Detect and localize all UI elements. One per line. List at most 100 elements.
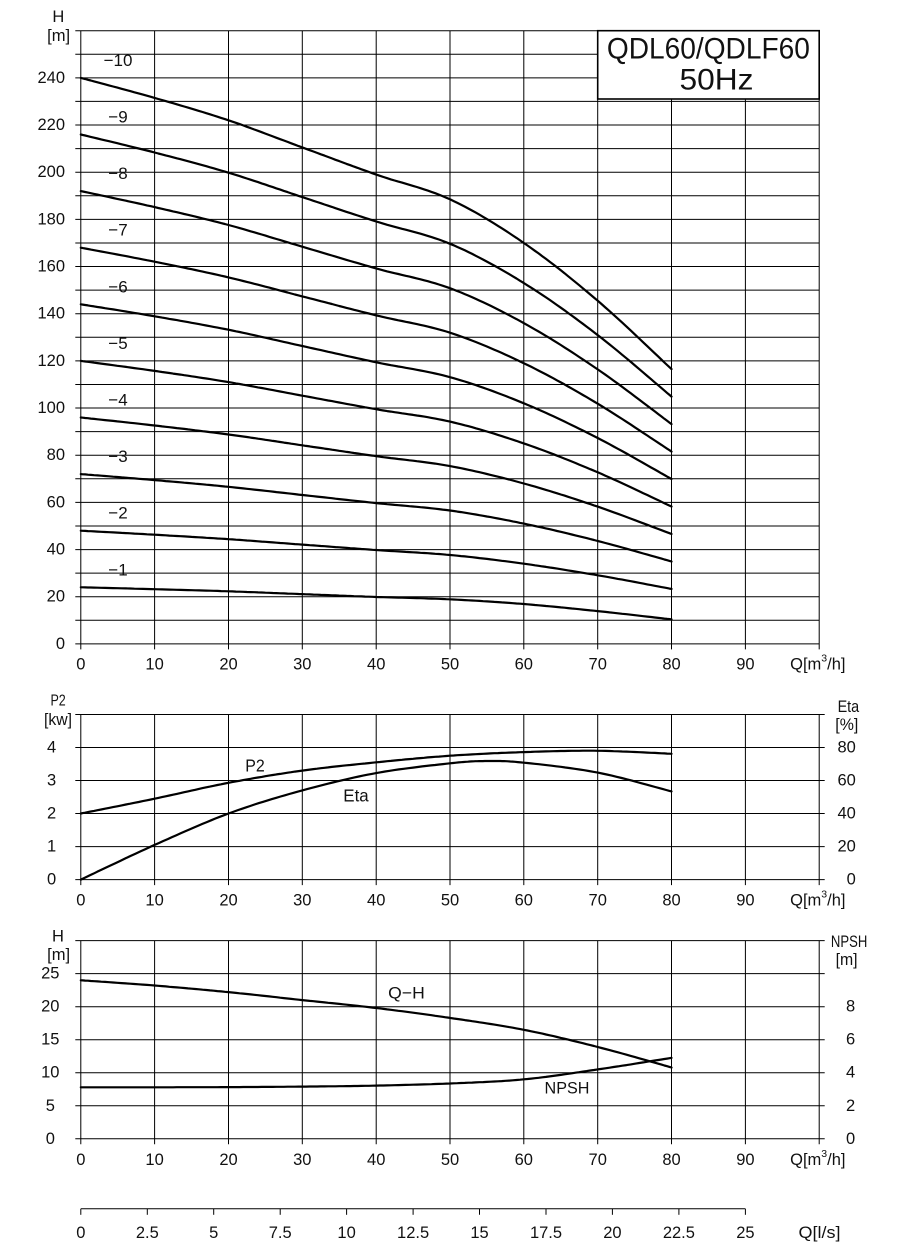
svg-text:0: 0 — [56, 635, 65, 653]
svg-text:5: 5 — [46, 1097, 55, 1115]
svg-text:4: 4 — [47, 739, 56, 757]
svg-text:40: 40 — [367, 1151, 385, 1169]
svg-text:60: 60 — [515, 1151, 533, 1169]
svg-text:10: 10 — [41, 1064, 59, 1082]
svg-text:17.5: 17.5 — [530, 1224, 562, 1242]
svg-text:0: 0 — [47, 871, 56, 889]
svg-text:30: 30 — [293, 1151, 311, 1169]
svg-text:[%]: [%] — [835, 716, 858, 734]
svg-text:20: 20 — [219, 891, 237, 909]
svg-text:25: 25 — [736, 1224, 754, 1242]
svg-text:180: 180 — [37, 210, 65, 228]
svg-text:[m]: [m] — [47, 946, 70, 964]
svg-text:80: 80 — [837, 739, 855, 757]
svg-text:−7: −7 — [108, 221, 127, 240]
svg-text:P2: P2 — [50, 693, 65, 710]
svg-text:50: 50 — [441, 655, 459, 673]
svg-text:5: 5 — [209, 1224, 218, 1242]
svg-text:P2: P2 — [245, 756, 265, 776]
svg-text:Eta: Eta — [343, 786, 368, 806]
svg-text:0: 0 — [76, 1224, 85, 1242]
svg-text:1: 1 — [47, 838, 56, 856]
svg-text:100: 100 — [37, 399, 65, 417]
svg-text:H: H — [52, 928, 64, 946]
svg-text:20: 20 — [219, 1151, 237, 1169]
svg-text:[m]: [m] — [47, 27, 70, 45]
svg-text:10: 10 — [337, 1224, 355, 1242]
svg-text:10: 10 — [145, 655, 163, 673]
svg-text:20: 20 — [603, 1224, 621, 1242]
svg-text:−10: −10 — [104, 51, 133, 70]
svg-text:70: 70 — [589, 1151, 607, 1169]
svg-text:90: 90 — [736, 891, 754, 909]
svg-text:60: 60 — [515, 655, 533, 673]
svg-text:2.5: 2.5 — [136, 1224, 159, 1242]
svg-text:40: 40 — [367, 655, 385, 673]
svg-text:70: 70 — [589, 891, 607, 909]
svg-text:10: 10 — [145, 1151, 163, 1169]
svg-text:3: 3 — [47, 772, 56, 790]
svg-text:20: 20 — [47, 588, 65, 606]
svg-text:Q−H: Q−H — [388, 983, 425, 1002]
svg-text:40: 40 — [47, 541, 65, 559]
svg-text:[kw]: [kw] — [44, 711, 72, 729]
svg-text:80: 80 — [662, 891, 680, 909]
svg-text:−6: −6 — [108, 277, 127, 296]
svg-text:30: 30 — [293, 891, 311, 909]
svg-text:10: 10 — [145, 891, 163, 909]
svg-text:22.5: 22.5 — [663, 1224, 695, 1242]
svg-text:240: 240 — [37, 69, 65, 87]
svg-text:25: 25 — [41, 965, 59, 983]
svg-text:60: 60 — [515, 891, 533, 909]
svg-text:[m]: [m] — [836, 951, 858, 969]
svg-text:15: 15 — [41, 1031, 59, 1049]
svg-text:2: 2 — [846, 1097, 855, 1115]
svg-text:20: 20 — [837, 838, 855, 856]
svg-text:6: 6 — [846, 1031, 855, 1049]
svg-text:20: 20 — [219, 655, 237, 673]
svg-text:12.5: 12.5 — [397, 1224, 429, 1242]
svg-text:220: 220 — [37, 116, 65, 134]
svg-text:60: 60 — [47, 493, 65, 511]
svg-text:80: 80 — [662, 655, 680, 673]
svg-text:60: 60 — [837, 772, 855, 790]
svg-text:120: 120 — [37, 352, 65, 370]
svg-text:50: 50 — [441, 891, 459, 909]
svg-text:90: 90 — [736, 655, 754, 673]
svg-text:NPSH: NPSH — [831, 933, 867, 951]
svg-text:140: 140 — [37, 305, 65, 323]
svg-text:0: 0 — [76, 655, 85, 673]
svg-text:15: 15 — [470, 1224, 488, 1242]
svg-text:−9: −9 — [108, 108, 127, 127]
svg-text:Eta: Eta — [838, 698, 860, 716]
svg-text:0: 0 — [76, 891, 85, 909]
svg-text:Q[l/s]: Q[l/s] — [799, 1224, 841, 1242]
svg-text:−1: −1 — [108, 560, 127, 579]
svg-text:30: 30 — [293, 655, 311, 673]
svg-text:2: 2 — [47, 805, 56, 823]
svg-text:90: 90 — [736, 1151, 754, 1169]
svg-text:Q[m3/h]: Q[m3/h] — [790, 1148, 845, 1169]
svg-text:0: 0 — [847, 871, 856, 889]
svg-text:20: 20 — [41, 998, 59, 1016]
svg-text:−3: −3 — [108, 447, 127, 466]
svg-text:Q[m3/h]: Q[m3/h] — [790, 888, 845, 909]
svg-text:Q[m3/h]: Q[m3/h] — [790, 652, 845, 673]
svg-text:50Hz: 50Hz — [680, 63, 754, 96]
svg-text:160: 160 — [37, 258, 65, 276]
svg-text:70: 70 — [589, 655, 607, 673]
svg-text:50: 50 — [441, 1151, 459, 1169]
svg-text:QDL60/QDLF60: QDL60/QDLF60 — [607, 32, 810, 65]
svg-text:0: 0 — [846, 1130, 855, 1148]
svg-text:−8: −8 — [108, 164, 127, 183]
svg-text:40: 40 — [367, 891, 385, 909]
svg-text:H: H — [52, 8, 64, 26]
svg-text:7.5: 7.5 — [269, 1224, 292, 1242]
svg-text:80: 80 — [662, 1151, 680, 1169]
svg-text:200: 200 — [37, 163, 65, 181]
svg-text:NPSH: NPSH — [545, 1079, 590, 1098]
svg-text:4: 4 — [846, 1064, 855, 1082]
svg-text:−4: −4 — [108, 391, 127, 410]
svg-text:0: 0 — [46, 1130, 55, 1148]
svg-text:−5: −5 — [108, 334, 127, 353]
